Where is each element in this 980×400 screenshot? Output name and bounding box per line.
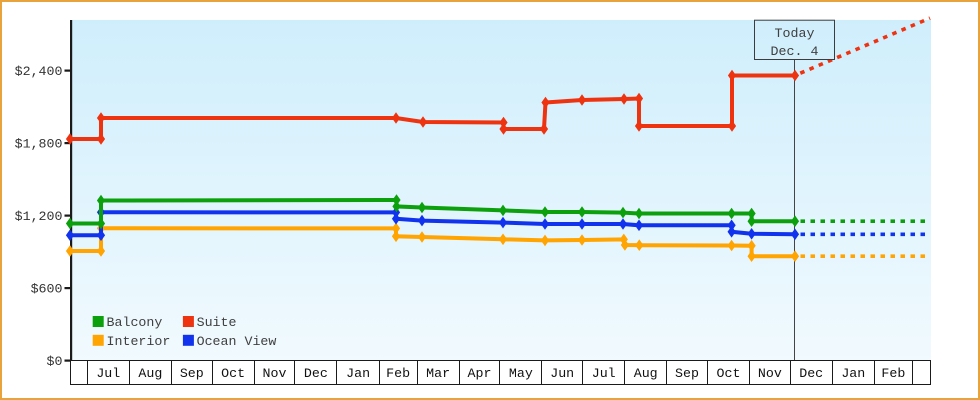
svg-text:Jul: Jul [592,366,616,381]
svg-text:Interior: Interior [107,334,171,349]
svg-text:Dec: Dec [799,366,823,381]
svg-text:$600: $600 [31,282,63,297]
svg-text:Jan: Jan [841,366,865,381]
svg-text:Apr: Apr [468,366,492,381]
svg-text:Mar: Mar [426,366,450,381]
svg-text:$1,800: $1,800 [15,137,63,152]
svg-text:Oct: Oct [221,366,245,381]
svg-text:Aug: Aug [138,366,162,381]
svg-text:Feb: Feb [386,366,410,381]
svg-text:Nov: Nov [263,366,287,381]
svg-text:Nov: Nov [758,366,782,381]
svg-text:Balcony: Balcony [107,315,163,330]
svg-text:$1,200: $1,200 [15,209,63,224]
svg-text:Dec. 4: Dec. 4 [771,44,819,59]
svg-text:Sep: Sep [675,366,699,381]
svg-text:Dec: Dec [304,366,328,381]
svg-text:$2,400: $2,400 [15,64,63,79]
svg-text:May: May [509,366,533,381]
svg-text:Today: Today [775,26,815,41]
svg-text:Aug: Aug [634,366,658,381]
svg-text:Jul: Jul [96,366,120,381]
svg-text:Suite: Suite [197,315,237,330]
svg-text:Sep: Sep [180,366,204,381]
svg-text:Ocean View: Ocean View [197,334,277,349]
svg-text:$0: $0 [47,354,63,369]
svg-text:Jun: Jun [550,366,574,381]
svg-text:Oct: Oct [717,366,741,381]
svg-text:Jan: Jan [346,366,370,381]
svg-text:Feb: Feb [881,366,905,381]
